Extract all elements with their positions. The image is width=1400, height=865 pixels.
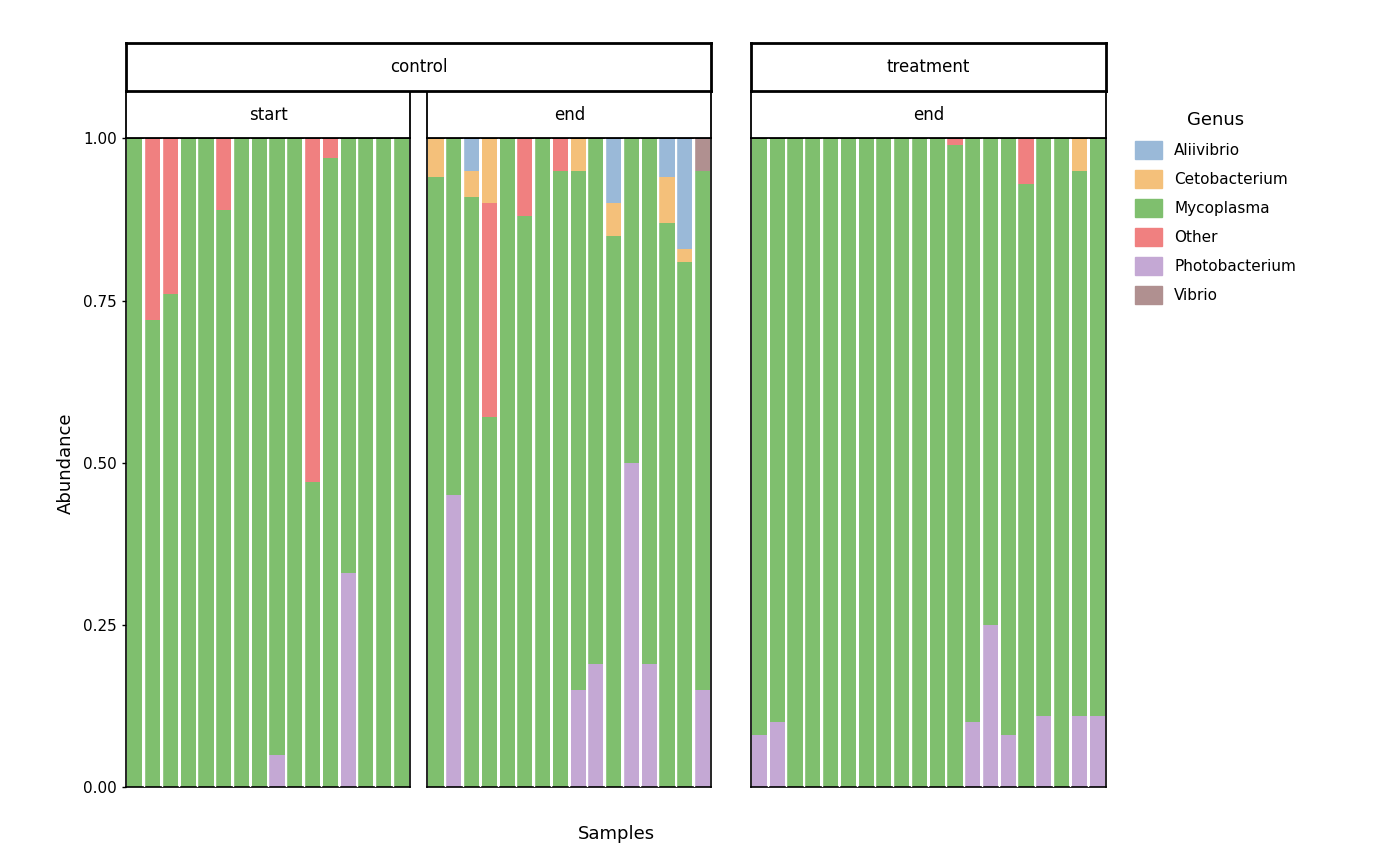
Bar	[930, 138, 945, 787]
Bar	[606, 203, 622, 235]
Bar	[606, 235, 622, 787]
Bar	[678, 138, 693, 248]
Bar	[181, 138, 196, 787]
Bar	[199, 138, 214, 787]
Bar	[1001, 138, 1016, 735]
Bar	[965, 138, 980, 722]
Bar	[659, 177, 675, 222]
Bar	[983, 625, 998, 787]
Bar	[841, 138, 855, 787]
Bar	[678, 261, 693, 787]
Bar	[858, 138, 874, 787]
Bar	[770, 722, 785, 787]
Bar	[1001, 735, 1016, 787]
Bar	[694, 690, 710, 787]
Bar	[1036, 138, 1051, 716]
Bar	[146, 138, 160, 320]
Bar	[624, 463, 638, 787]
Bar	[500, 138, 515, 787]
Bar	[895, 138, 909, 787]
Bar	[965, 722, 980, 787]
Bar	[340, 573, 356, 787]
Bar	[340, 138, 356, 573]
Bar	[694, 138, 710, 170]
Bar	[269, 138, 284, 754]
Bar	[162, 294, 178, 787]
Bar	[571, 170, 585, 690]
Bar	[694, 170, 710, 690]
Bar	[252, 138, 267, 787]
Bar	[162, 138, 178, 294]
Bar	[1036, 716, 1051, 787]
Bar	[624, 138, 638, 463]
Bar	[911, 138, 927, 787]
Text: Samples: Samples	[577, 825, 655, 843]
Bar	[1072, 716, 1086, 787]
Bar	[216, 209, 231, 787]
Bar	[428, 177, 444, 787]
Bar	[234, 138, 249, 787]
Bar	[535, 138, 550, 787]
Text: start: start	[249, 106, 287, 124]
Bar	[358, 138, 374, 787]
Bar	[305, 483, 321, 787]
Bar	[305, 138, 321, 483]
Bar	[659, 138, 675, 177]
Legend: Aliivibrio, Cetobacterium, Mycoplasma, Other, Photobacterium, Vibrio: Aliivibrio, Cetobacterium, Mycoplasma, O…	[1134, 112, 1296, 304]
Text: treatment: treatment	[886, 58, 970, 76]
Bar	[463, 170, 479, 196]
Bar	[146, 320, 160, 787]
Bar	[287, 138, 302, 787]
Bar	[787, 138, 802, 787]
Bar	[553, 170, 568, 787]
Bar	[641, 138, 657, 664]
Bar	[571, 138, 585, 170]
Bar	[447, 495, 462, 787]
Bar	[1089, 716, 1105, 787]
Bar	[447, 138, 462, 495]
Bar	[463, 196, 479, 787]
Bar	[948, 138, 963, 144]
Text: control: control	[391, 58, 448, 76]
Bar	[588, 138, 603, 664]
Bar	[659, 222, 675, 787]
Bar	[393, 138, 409, 787]
Bar	[823, 138, 839, 787]
Bar	[377, 138, 391, 787]
Bar	[1018, 138, 1033, 183]
Bar	[752, 138, 767, 735]
Bar	[770, 138, 785, 722]
Bar	[482, 203, 497, 418]
Bar	[482, 418, 497, 787]
Bar	[428, 138, 444, 177]
Bar	[553, 138, 568, 170]
Bar	[216, 138, 231, 209]
Bar	[269, 754, 284, 787]
Bar	[606, 138, 622, 203]
Bar	[588, 664, 603, 787]
Bar	[678, 248, 693, 261]
Bar	[482, 138, 497, 203]
Bar	[948, 144, 963, 787]
Bar	[1072, 171, 1086, 716]
Bar	[517, 138, 532, 216]
Bar	[983, 138, 998, 625]
Bar	[127, 138, 143, 787]
Bar	[805, 138, 820, 787]
Text: end: end	[553, 106, 585, 124]
Bar	[1089, 138, 1105, 716]
Bar	[323, 138, 337, 157]
Bar	[641, 664, 657, 787]
Text: end: end	[913, 106, 944, 124]
Bar	[752, 735, 767, 787]
Bar	[1018, 183, 1033, 787]
Y-axis label: Abundance: Abundance	[57, 412, 74, 514]
Bar	[1054, 138, 1070, 787]
Bar	[517, 216, 532, 787]
Bar	[876, 138, 892, 787]
Bar	[463, 138, 479, 170]
Bar	[571, 690, 585, 787]
Bar	[1072, 138, 1086, 170]
Bar	[323, 157, 337, 787]
